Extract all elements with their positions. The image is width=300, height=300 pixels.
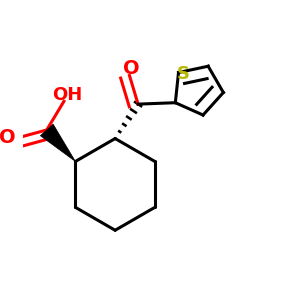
Polygon shape <box>40 124 75 161</box>
Text: OH: OH <box>52 86 82 104</box>
Text: O: O <box>123 59 139 78</box>
Text: S: S <box>176 65 189 83</box>
Text: O: O <box>0 128 16 147</box>
